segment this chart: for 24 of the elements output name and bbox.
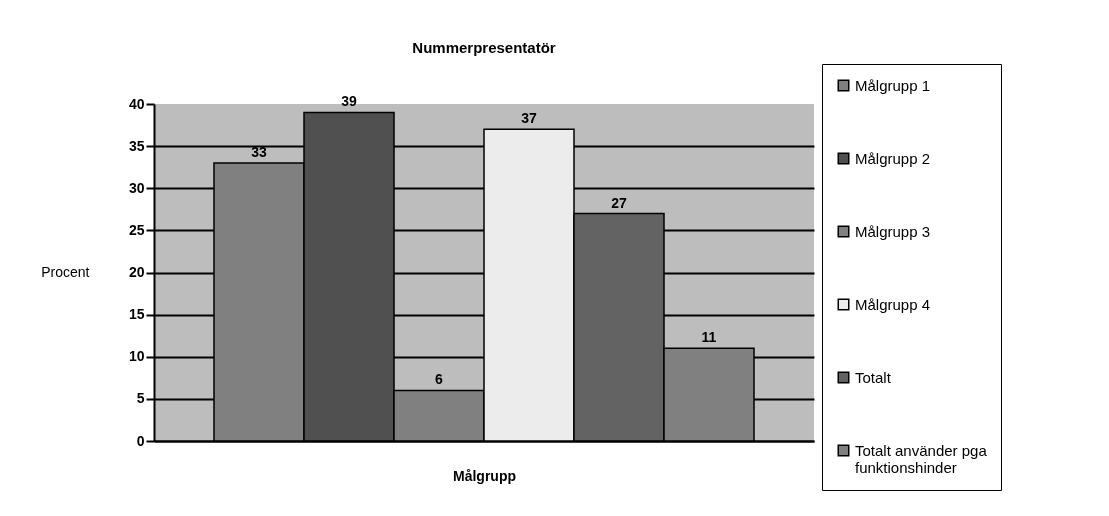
y-tick-label: 5: [136, 390, 145, 407]
legend-label: Målgrupp 3: [855, 222, 931, 240]
data-label: 6: [435, 371, 444, 388]
legend-label: Målgrupp 2: [855, 149, 931, 167]
y-tick-label: 20: [128, 264, 145, 280]
y-tick-label: 35: [128, 137, 145, 154]
data-label: 11: [701, 329, 717, 346]
data-label: 39: [341, 93, 357, 110]
data-label: 27: [611, 194, 627, 211]
y-tick-label: 40: [128, 95, 145, 112]
chart-title: Nummerpresentatör: [412, 38, 556, 56]
y-tick-label: 30: [128, 179, 145, 196]
y-tick-label: 10: [128, 348, 145, 365]
y-tick-label: 15: [128, 306, 145, 323]
legend-label: Målgrupp 1: [855, 76, 931, 94]
y-axis-title: Procent: [41, 264, 90, 280]
data-label: 37: [521, 110, 537, 127]
data-label: 33: [251, 143, 267, 160]
x-axis-title: Målgrupp: [453, 467, 516, 484]
y-tick-label: 25: [128, 221, 145, 238]
y-tick-label: 0: [136, 432, 145, 449]
legend-label: Målgrupp 4: [855, 295, 931, 313]
legend-label: Totalt använder pga funktionshinder: [855, 441, 988, 476]
legend-label: Totalt: [855, 368, 892, 386]
